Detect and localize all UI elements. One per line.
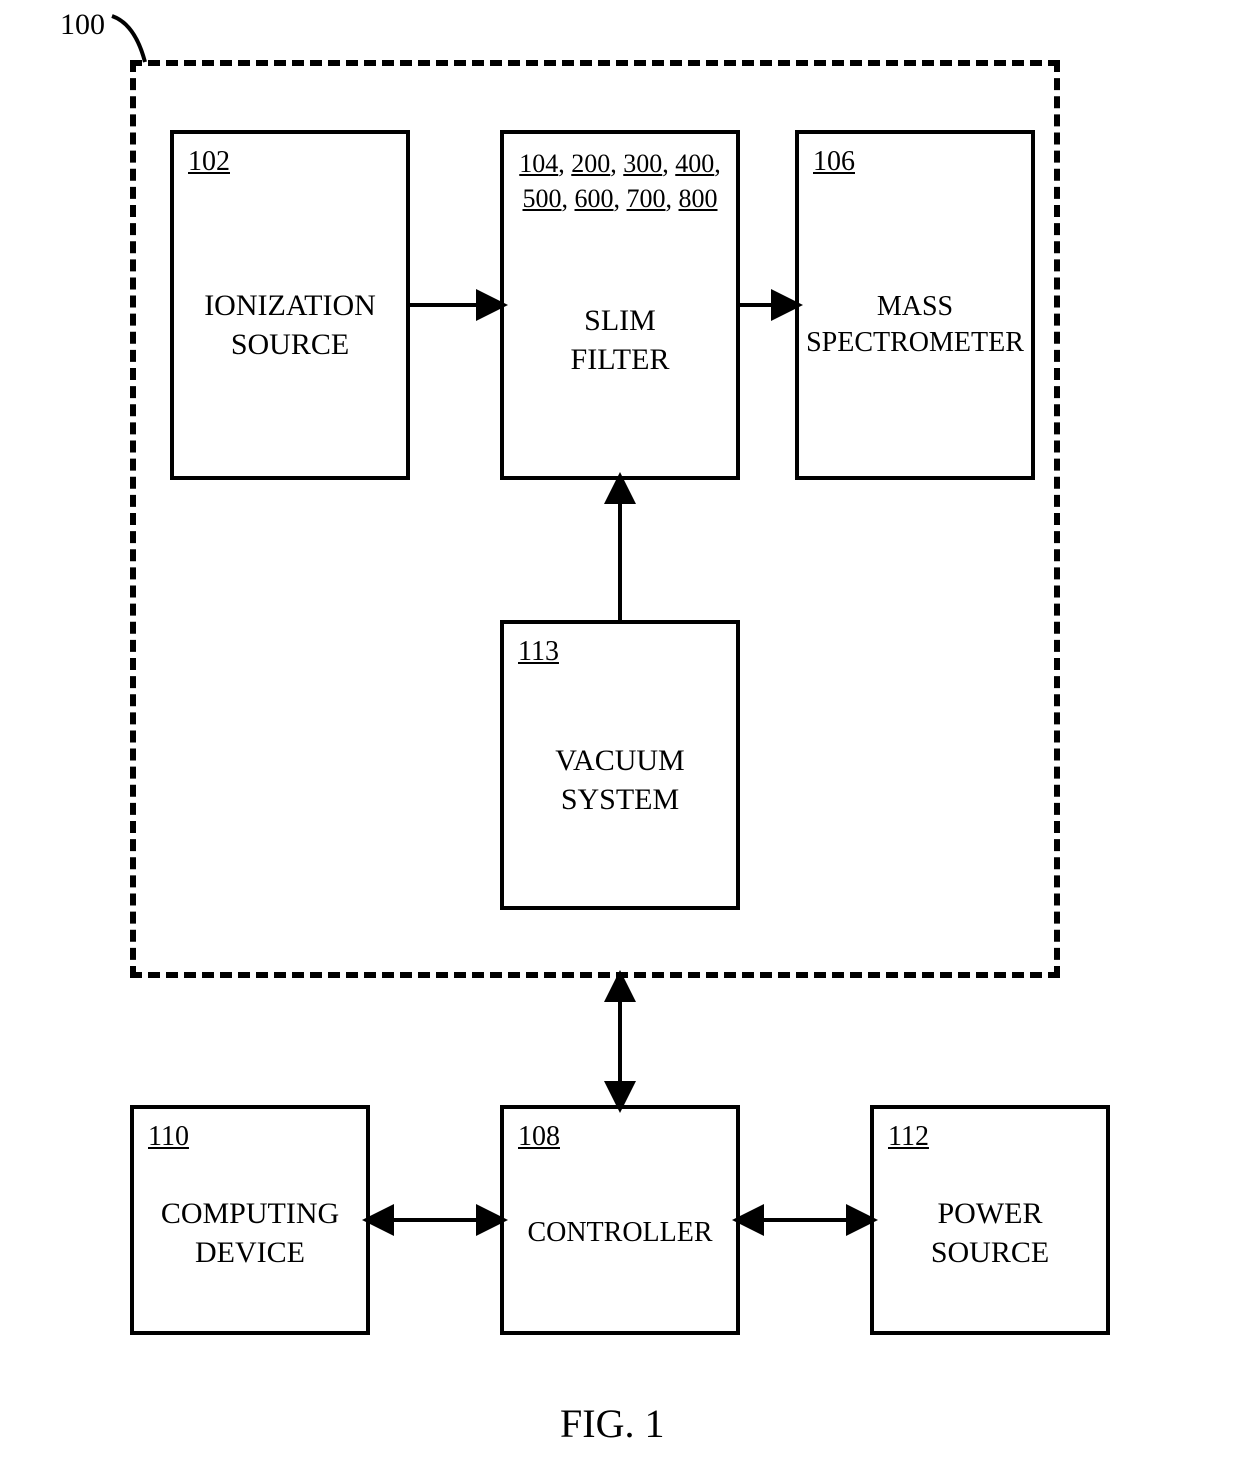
slim-label-2: FILTER (571, 340, 670, 379)
figure-caption: FIG. 1 (560, 1400, 664, 1447)
mass-label-2: SPECTROMETER (806, 325, 1024, 361)
controller-label-1: CONTROLLER (527, 1215, 712, 1251)
slim-filter-box: 104, 200, 300, 400, 500, 600, 700, 800 S… (500, 130, 740, 480)
computing-label: COMPUTING DEVICE (161, 1194, 339, 1272)
mass-label-1: MASS (806, 289, 1024, 325)
power-label-2: SOURCE (931, 1233, 1049, 1272)
ionization-label-1: IONIZATION (204, 286, 376, 325)
vacuum-label-1: VACUUM (555, 741, 684, 780)
power-label-1: POWER (931, 1194, 1049, 1233)
figure-caption-text: FIG. 1 (560, 1401, 664, 1446)
power-ref: 112 (888, 1121, 929, 1153)
computing-device-box: 110 COMPUTING DEVICE (130, 1105, 370, 1335)
power-label: POWER SOURCE (931, 1194, 1049, 1272)
vacuum-label-2: SYSTEM (555, 780, 684, 819)
computing-label-1: COMPUTING (161, 1194, 339, 1233)
ionization-source-box: 102 IONIZATION SOURCE (170, 130, 410, 480)
power-source-box: 112 POWER SOURCE (870, 1105, 1110, 1335)
computing-label-2: DEVICE (161, 1233, 339, 1272)
computing-ref: 110 (148, 1121, 189, 1153)
controller-label: CONTROLLER (527, 1215, 712, 1251)
ionization-label: IONIZATION SOURCE (204, 286, 376, 364)
mass-spectrometer-box: 106 MASS SPECTROMETER (795, 130, 1035, 480)
slim-label-1: SLIM (571, 301, 670, 340)
ionization-label-2: SOURCE (204, 325, 376, 364)
system-ref-text: 100 (60, 8, 105, 41)
diagram-canvas: 100 102 IONIZATION SOURCE 104, 200, 300,… (0, 0, 1240, 1478)
mass-label: MASS SPECTROMETER (806, 289, 1024, 362)
ionization-ref: 102 (188, 146, 230, 178)
slim-label: SLIM FILTER (571, 301, 670, 379)
controller-ref: 108 (518, 1121, 560, 1153)
vacuum-system-box: 113 VACUUM SYSTEM (500, 620, 740, 910)
mass-ref: 106 (813, 146, 855, 178)
vacuum-ref: 113 (518, 636, 559, 668)
system-ref-label: 100 (60, 8, 105, 42)
slim-refs: 104, 200, 300, 400, 500, 600, 700, 800 (504, 146, 736, 216)
vacuum-label: VACUUM SYSTEM (555, 741, 684, 819)
controller-box: 108 CONTROLLER (500, 1105, 740, 1335)
